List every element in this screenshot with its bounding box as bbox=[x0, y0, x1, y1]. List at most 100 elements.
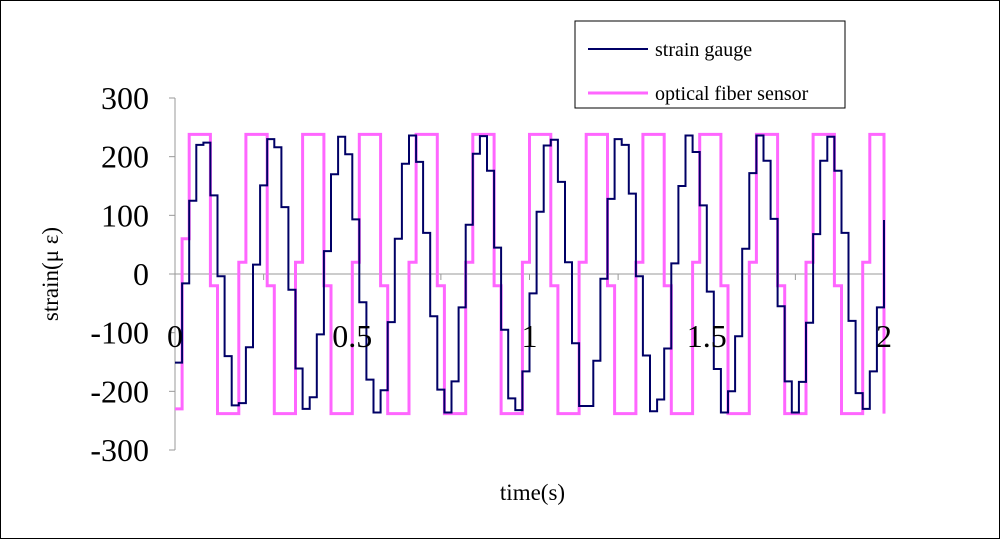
data-point-optical-fiber-sensor bbox=[217, 413, 219, 415]
data-point-optical-fiber-sensor bbox=[855, 413, 857, 415]
data-point-strain-gauge bbox=[883, 219, 885, 221]
legend: strain gauge optical fiber sensor bbox=[574, 20, 846, 109]
data-point-strain-gauge bbox=[266, 138, 268, 140]
data-point-optical-fiber-sensor bbox=[352, 262, 354, 264]
data-point-strain-gauge bbox=[798, 381, 800, 383]
data-point-strain-gauge bbox=[444, 412, 446, 414]
data-point-strain-gauge bbox=[437, 389, 439, 391]
data-point-strain-gauge bbox=[231, 405, 233, 407]
data-point-strain-gauge bbox=[472, 153, 474, 155]
data-point-strain-gauge bbox=[302, 408, 304, 410]
data-point-optical-fiber-sensor bbox=[359, 134, 361, 136]
data-point-strain-gauge bbox=[784, 381, 786, 383]
data-point-strain-gauge bbox=[394, 238, 396, 240]
legend-label-optical-fiber-sensor: optical fiber sensor bbox=[655, 83, 809, 105]
data-point-optical-fiber-sensor bbox=[827, 134, 829, 136]
data-point-strain-gauge bbox=[628, 193, 630, 195]
data-point-optical-fiber-sensor bbox=[422, 134, 424, 136]
data-point-optical-fiber-sensor bbox=[607, 285, 609, 287]
data-point-strain-gauge bbox=[224, 355, 226, 357]
data-point-optical-fiber-sensor bbox=[550, 285, 552, 287]
data-point-strain-gauge bbox=[763, 160, 765, 162]
series-line-optical-fiber-sensor bbox=[175, 132, 886, 416]
series-line-strain-gauge bbox=[175, 134, 885, 414]
data-point-optical-fiber-sensor bbox=[429, 134, 431, 136]
data-point-optical-fiber-sensor bbox=[259, 134, 261, 136]
data-point-optical-fiber-sensor bbox=[295, 262, 297, 264]
data-point-optical-fiber-sensor bbox=[649, 134, 651, 136]
data-point-strain-gauge bbox=[451, 381, 453, 383]
data-point-strain-gauge bbox=[352, 219, 354, 221]
data-point-optical-fiber-sensor bbox=[628, 413, 630, 415]
data-point-strain-gauge bbox=[699, 205, 701, 207]
data-point-strain-gauge bbox=[876, 307, 878, 309]
data-point-strain-gauge bbox=[578, 405, 580, 407]
data-point-strain-gauge bbox=[359, 301, 361, 303]
data-point-strain-gauge bbox=[862, 408, 864, 410]
data-point-optical-fiber-sensor bbox=[479, 134, 481, 136]
data-point-optical-fiber-sensor bbox=[678, 413, 680, 415]
data-point-optical-fiber-sensor bbox=[749, 262, 751, 264]
data-point-strain-gauge bbox=[373, 412, 375, 414]
data-point-optical-fiber-sensor bbox=[238, 262, 240, 264]
data-point-strain-gauge bbox=[295, 368, 297, 370]
data-point-optical-fiber-sensor bbox=[819, 134, 821, 136]
data-point-optical-fiber-sensor bbox=[366, 134, 368, 136]
data-point-strain-gauge bbox=[564, 262, 566, 264]
data-point-optical-fiber-sensor bbox=[834, 285, 836, 287]
data-point-strain-gauge bbox=[571, 342, 573, 344]
data-point-optical-fiber-sensor bbox=[210, 285, 212, 287]
data-point-optical-fiber-sensor bbox=[387, 413, 389, 415]
data-point-optical-fiber-sensor bbox=[529, 134, 531, 136]
data-point-strain-gauge bbox=[252, 264, 254, 266]
data-point-strain-gauge bbox=[593, 360, 595, 362]
data-point-strain-gauge bbox=[812, 233, 814, 235]
data-point-strain-gauge bbox=[777, 306, 779, 308]
data-point-optical-fiber-sensor bbox=[841, 413, 843, 415]
data-point-optical-fiber-sensor bbox=[266, 285, 268, 287]
data-point-optical-fiber-sensor bbox=[784, 413, 786, 415]
data-point-strain-gauge bbox=[203, 142, 205, 144]
data-point-strain-gauge bbox=[415, 161, 417, 163]
data-point-optical-fiber-sensor bbox=[571, 413, 573, 415]
data-point-strain-gauge bbox=[210, 195, 212, 197]
data-point-strain-gauge bbox=[656, 399, 658, 401]
data-point-optical-fiber-sensor bbox=[812, 134, 814, 136]
data-point-strain-gauge bbox=[607, 198, 609, 200]
data-point-strain-gauge bbox=[493, 247, 495, 249]
data-point-optical-fiber-sensor bbox=[699, 134, 701, 136]
data-point-strain-gauge bbox=[692, 151, 694, 153]
data-point-strain-gauge bbox=[848, 320, 850, 322]
data-point-optical-fiber-sensor bbox=[500, 413, 502, 415]
x-tick-label: 0 bbox=[167, 318, 183, 354]
data-point-strain-gauge bbox=[685, 135, 687, 137]
y-axis-title: strain(μ ε) bbox=[38, 227, 63, 321]
data-point-strain-gauge bbox=[749, 172, 751, 174]
data-point-strain-gauge bbox=[550, 139, 552, 141]
data-point-optical-fiber-sensor bbox=[876, 134, 878, 136]
data-point-strain-gauge bbox=[706, 291, 708, 293]
data-point-optical-fiber-sensor bbox=[337, 413, 339, 415]
data-point-strain-gauge bbox=[720, 412, 722, 414]
data-point-strain-gauge bbox=[713, 368, 715, 370]
data-point-strain-gauge bbox=[827, 136, 829, 138]
data-point-optical-fiber-sensor bbox=[656, 134, 658, 136]
series-layer bbox=[175, 132, 886, 416]
data-point-strain-gauge bbox=[486, 170, 488, 172]
data-point-optical-fiber-sensor bbox=[578, 262, 580, 264]
data-point-optical-fiber-sensor bbox=[614, 413, 616, 415]
data-point-optical-fiber-sensor bbox=[848, 413, 850, 415]
data-point-optical-fiber-sensor bbox=[862, 262, 864, 264]
data-point-strain-gauge bbox=[663, 348, 665, 350]
data-point-optical-fiber-sensor bbox=[302, 134, 304, 136]
data-point-optical-fiber-sensor bbox=[706, 134, 708, 136]
data-point-strain-gauge bbox=[387, 321, 389, 323]
data-point-strain-gauge bbox=[316, 334, 318, 336]
data-point-optical-fiber-sensor bbox=[507, 413, 509, 415]
data-point-optical-fiber-sensor bbox=[181, 238, 183, 240]
data-point-optical-fiber-sensor bbox=[770, 134, 772, 136]
data-point-optical-fiber-sensor bbox=[408, 262, 410, 264]
data-point-optical-fiber-sensor bbox=[401, 413, 403, 415]
data-point-strain-gauge bbox=[770, 218, 772, 220]
data-point-optical-fiber-sensor bbox=[883, 413, 885, 415]
